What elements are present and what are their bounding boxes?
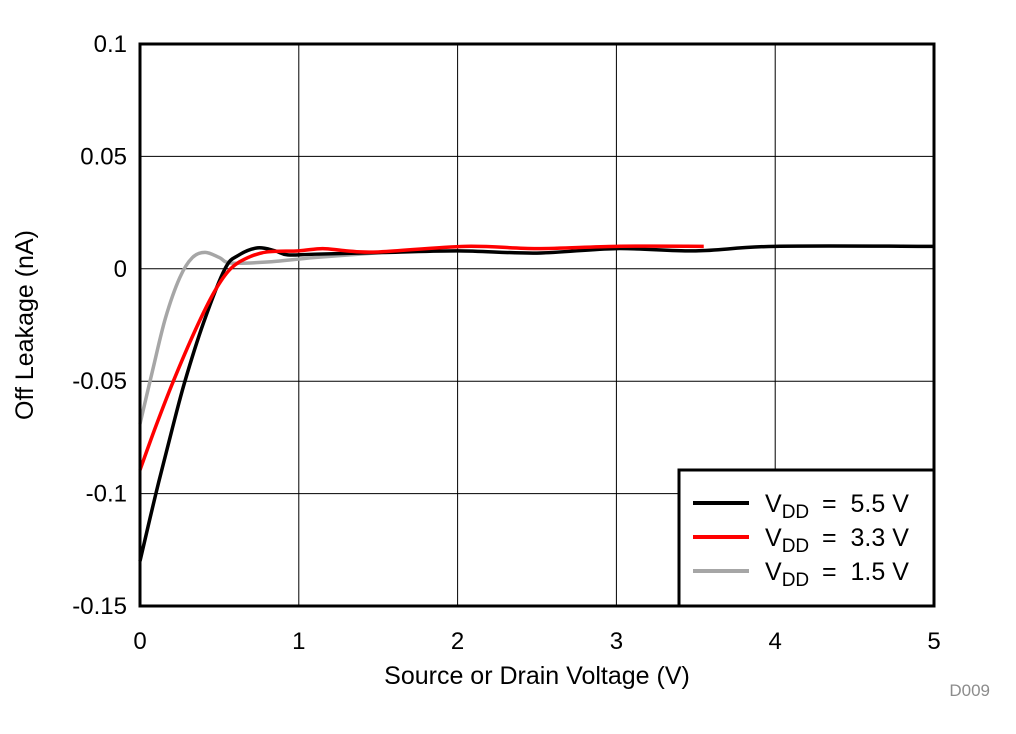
x-tick-label: 3 bbox=[610, 628, 623, 655]
y-tick-label: -0.15 bbox=[72, 593, 127, 620]
x-tick-label: 1 bbox=[292, 628, 305, 655]
x-tick-label: 4 bbox=[769, 628, 782, 655]
y-tick-label: 0.05 bbox=[80, 143, 127, 170]
x-tick-label: 5 bbox=[927, 628, 940, 655]
figure-id-watermark: D009 bbox=[949, 681, 990, 700]
legend-label: VDD = 1.5 V bbox=[765, 558, 909, 591]
x-tick-label: 0 bbox=[133, 628, 146, 655]
legend-label: VDD = 5.5 V bbox=[765, 490, 909, 523]
series-lines bbox=[138, 244, 935, 562]
series-line-1 bbox=[138, 244, 935, 562]
y-tick-label: 0.1 bbox=[94, 31, 127, 58]
legend-label: VDD = 3.3 V bbox=[765, 524, 909, 557]
series-line-3 bbox=[138, 250, 384, 425]
y-axis-label: Off Leakage (nA) bbox=[11, 230, 39, 420]
plot-frame bbox=[138, 42, 936, 608]
y-tick-label: 0 bbox=[114, 256, 127, 283]
y-tick-labels: 0.1 0.05 0 -0.05 -0.1 -0.15 bbox=[72, 31, 127, 620]
x-tick-labels: 0 1 2 3 4 5 bbox=[133, 628, 940, 655]
y-tick-label: -0.1 bbox=[86, 481, 127, 508]
y-tick-label: -0.05 bbox=[72, 368, 127, 395]
x-axis-label: Source or Drain Voltage (V) bbox=[384, 662, 690, 690]
series-line-2 bbox=[138, 244, 704, 471]
x-tick-label: 2 bbox=[451, 628, 464, 655]
